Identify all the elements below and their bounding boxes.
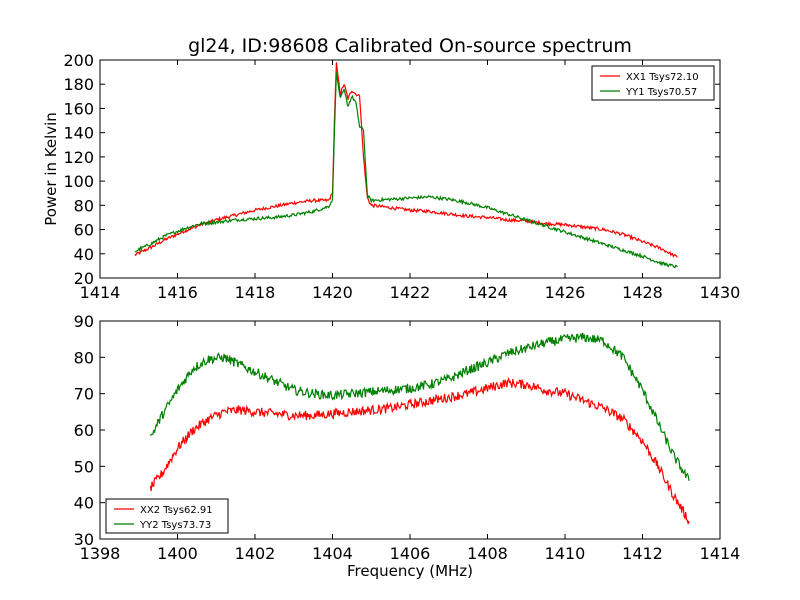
legend-box xyxy=(591,65,715,101)
series-line-yy2 xyxy=(149,332,690,481)
x-tick-label: 1420 xyxy=(312,283,353,302)
legend-label: XX2 Tsys62.91 xyxy=(140,505,213,516)
x-tick-label: 1412 xyxy=(622,544,663,563)
y-tick-label: 50 xyxy=(74,457,94,476)
y-tick-label: 60 xyxy=(74,221,94,240)
x-tick-label: 1424 xyxy=(467,283,508,302)
x-tick-label: 1414 xyxy=(80,283,121,302)
x-tick-label: 1416 xyxy=(157,283,198,302)
legend-box xyxy=(105,498,229,534)
y-tick-label: 20 xyxy=(74,269,94,288)
x-tick-label: 1408 xyxy=(467,544,508,563)
y-tick-label: 80 xyxy=(74,348,94,367)
x-tick-label: 1426 xyxy=(545,283,586,302)
legend: XX2 Tsys62.91 YY2 Tsys73.73 xyxy=(105,498,229,534)
y-axis-label: Power in Kelvin xyxy=(42,112,60,226)
x-tick-label: 1404 xyxy=(312,544,353,563)
y-tick-label: 200 xyxy=(63,51,94,70)
legend-label: XX1 Tsys72.10 xyxy=(626,72,699,83)
y-tick-label: 60 xyxy=(74,421,94,440)
x-tick-label: 1418 xyxy=(235,283,276,302)
y-tick-label: 40 xyxy=(74,494,94,513)
legend-label: YY1 Tsys70.57 xyxy=(625,87,697,98)
x-tick-label: 1428 xyxy=(622,283,663,302)
x-tick-label: 1406 xyxy=(390,544,431,563)
y-tick-label: 100 xyxy=(63,172,94,191)
y-tick-label: 70 xyxy=(74,385,94,404)
x-tick-label: 1414 xyxy=(700,544,741,563)
legend-label: YY2 Tsys73.73 xyxy=(139,520,211,531)
chart-title: gl24, ID:98608 Calibrated On-source spec… xyxy=(188,35,632,57)
y-tick-label: 180 xyxy=(63,75,94,94)
series-line-xx1 xyxy=(134,62,678,258)
y-tick-label: 30 xyxy=(74,530,94,549)
y-tick-label: 80 xyxy=(74,196,94,215)
series-line-yy1 xyxy=(134,72,678,269)
top-plot: 1414 1416 1418 1420 1422 1424 1426 1428 1430 20 40… xyxy=(63,51,740,302)
y-tick-label: 40 xyxy=(74,245,94,264)
x-tick-label: 1422 xyxy=(390,283,431,302)
bottom-plot: 1398 1400 1402 1404 1406 1408 1410 1412 1414 30 40… xyxy=(74,312,741,563)
y-tick-label: 120 xyxy=(63,148,94,167)
y-tick-label: 160 xyxy=(63,99,94,118)
x-tick-label: 1400 xyxy=(157,544,198,563)
x-axis-label: Frequency (MHz) xyxy=(347,562,473,580)
x-tick-label: 1410 xyxy=(545,544,586,563)
y-tick-label: 140 xyxy=(63,124,94,143)
x-tick-label: 1398 xyxy=(80,544,121,563)
series-line-xx2 xyxy=(149,376,690,525)
x-tick-label: 1402 xyxy=(235,544,276,563)
y-tick-label: 90 xyxy=(74,312,94,331)
x-tick-label: 1430 xyxy=(700,283,741,302)
legend: XX1 Tsys72.10 YY1 Tsys70.57 xyxy=(591,65,715,101)
